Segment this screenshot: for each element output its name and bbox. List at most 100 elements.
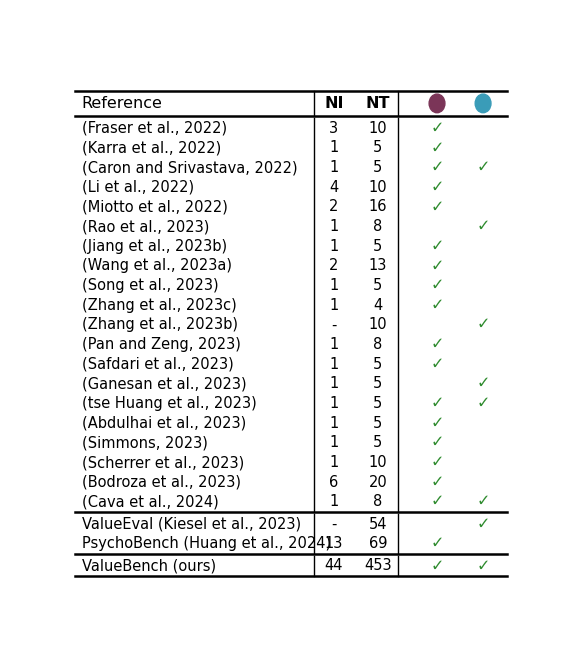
Text: 5: 5 xyxy=(373,140,383,155)
Text: ✓: ✓ xyxy=(430,455,444,470)
Text: 1: 1 xyxy=(329,455,338,470)
Text: -: - xyxy=(331,517,337,532)
Text: ✓: ✓ xyxy=(430,396,444,411)
Text: 453: 453 xyxy=(364,558,392,573)
Text: ✓: ✓ xyxy=(430,278,444,293)
Text: ✓: ✓ xyxy=(430,179,444,195)
Text: (Wang et al., 2023a): (Wang et al., 2023a) xyxy=(82,258,231,274)
Text: 1: 1 xyxy=(329,219,338,234)
Text: (Jiang et al., 2023b): (Jiang et al., 2023b) xyxy=(82,239,227,254)
Text: 1: 1 xyxy=(329,396,338,411)
Text: 1: 1 xyxy=(329,435,338,450)
Circle shape xyxy=(429,94,445,113)
Text: ✓: ✓ xyxy=(430,536,444,551)
Text: Reference: Reference xyxy=(82,96,162,111)
Text: 1: 1 xyxy=(329,278,338,293)
Text: (Abdulhai et al., 2023): (Abdulhai et al., 2023) xyxy=(82,416,246,431)
Text: 4: 4 xyxy=(329,179,338,195)
Text: 5: 5 xyxy=(373,376,383,391)
Text: ✓: ✓ xyxy=(430,121,444,136)
Text: ✓: ✓ xyxy=(430,258,444,274)
Text: ✓: ✓ xyxy=(430,200,444,214)
Text: ✓: ✓ xyxy=(477,317,490,333)
Text: ✓: ✓ xyxy=(477,160,490,175)
Text: (Caron and Srivastava, 2022): (Caron and Srivastava, 2022) xyxy=(82,160,297,175)
Circle shape xyxy=(475,94,491,113)
Text: (Li et al., 2022): (Li et al., 2022) xyxy=(82,179,194,195)
Text: 8: 8 xyxy=(373,495,383,509)
Text: ValueEval (Kiesel et al., 2023): ValueEval (Kiesel et al., 2023) xyxy=(82,517,301,532)
Text: 5: 5 xyxy=(373,416,383,431)
Text: PsychoBench (Huang et al., 2024): PsychoBench (Huang et al., 2024) xyxy=(82,536,331,551)
Text: 2: 2 xyxy=(329,258,338,274)
Text: 1: 1 xyxy=(329,239,338,254)
Text: 5: 5 xyxy=(373,435,383,450)
Text: 10: 10 xyxy=(368,121,387,136)
Text: 5: 5 xyxy=(373,160,383,175)
Text: (Karra et al., 2022): (Karra et al., 2022) xyxy=(82,140,221,155)
Text: 1: 1 xyxy=(329,337,338,352)
Text: (Cava et al., 2024): (Cava et al., 2024) xyxy=(82,495,218,509)
Text: 8: 8 xyxy=(373,219,383,234)
Text: ✓: ✓ xyxy=(430,558,444,573)
Text: 10: 10 xyxy=(368,179,387,195)
Text: ✓: ✓ xyxy=(477,495,490,509)
Text: NI: NI xyxy=(324,96,344,111)
Text: 54: 54 xyxy=(368,517,387,532)
Text: 5: 5 xyxy=(373,278,383,293)
Text: ✓: ✓ xyxy=(477,558,490,573)
Text: 5: 5 xyxy=(373,357,383,372)
Text: ✓: ✓ xyxy=(430,160,444,175)
Text: ✓: ✓ xyxy=(430,140,444,155)
Text: ✓: ✓ xyxy=(477,396,490,411)
Text: ✓: ✓ xyxy=(430,435,444,450)
Text: (Ganesan et al., 2023): (Ganesan et al., 2023) xyxy=(82,376,246,391)
Text: 5: 5 xyxy=(373,239,383,254)
Text: ✓: ✓ xyxy=(430,416,444,431)
Text: 8: 8 xyxy=(373,337,383,352)
Text: ✓: ✓ xyxy=(430,239,444,254)
Text: -: - xyxy=(331,317,337,333)
Text: (Fraser et al., 2022): (Fraser et al., 2022) xyxy=(82,121,227,136)
Text: 1: 1 xyxy=(329,298,338,312)
Text: 1: 1 xyxy=(329,160,338,175)
Text: 1: 1 xyxy=(329,495,338,509)
Text: 1: 1 xyxy=(329,416,338,431)
Text: ✓: ✓ xyxy=(430,495,444,509)
Text: 44: 44 xyxy=(325,558,343,573)
Text: (Pan and Zeng, 2023): (Pan and Zeng, 2023) xyxy=(82,337,241,352)
Text: (Zhang et al., 2023b): (Zhang et al., 2023b) xyxy=(82,317,238,333)
Text: 1: 1 xyxy=(329,357,338,372)
Text: ✓: ✓ xyxy=(430,474,444,490)
Text: (Safdari et al., 2023): (Safdari et al., 2023) xyxy=(82,357,233,372)
Text: ✓: ✓ xyxy=(477,517,490,532)
Text: 1: 1 xyxy=(329,140,338,155)
Text: ✓: ✓ xyxy=(430,298,444,312)
Text: 5: 5 xyxy=(373,396,383,411)
Text: ✓: ✓ xyxy=(430,357,444,372)
Text: 3: 3 xyxy=(329,121,338,136)
Text: 16: 16 xyxy=(368,200,387,214)
Text: (Rao et al., 2023): (Rao et al., 2023) xyxy=(82,219,209,234)
Text: 10: 10 xyxy=(368,455,387,470)
Text: 2: 2 xyxy=(329,200,338,214)
Text: 13: 13 xyxy=(368,258,387,274)
Text: 69: 69 xyxy=(368,536,387,551)
Text: ✓: ✓ xyxy=(430,337,444,352)
Text: (Bodroza et al., 2023): (Bodroza et al., 2023) xyxy=(82,474,241,490)
Text: 6: 6 xyxy=(329,474,338,490)
Text: ✓: ✓ xyxy=(477,376,490,391)
Text: 1: 1 xyxy=(329,376,338,391)
Text: (Simmons, 2023): (Simmons, 2023) xyxy=(82,435,208,450)
Text: ValueBench (ours): ValueBench (ours) xyxy=(82,558,216,573)
Text: ✓: ✓ xyxy=(477,219,490,234)
Text: 13: 13 xyxy=(325,536,343,551)
Text: (Song et al., 2023): (Song et al., 2023) xyxy=(82,278,218,293)
Text: 4: 4 xyxy=(373,298,383,312)
Text: (tse Huang et al., 2023): (tse Huang et al., 2023) xyxy=(82,396,256,411)
Text: 20: 20 xyxy=(368,474,387,490)
Text: 10: 10 xyxy=(368,317,387,333)
Text: (Miotto et al., 2022): (Miotto et al., 2022) xyxy=(82,200,228,214)
Text: NT: NT xyxy=(366,96,390,111)
Text: (Zhang et al., 2023c): (Zhang et al., 2023c) xyxy=(82,298,237,312)
